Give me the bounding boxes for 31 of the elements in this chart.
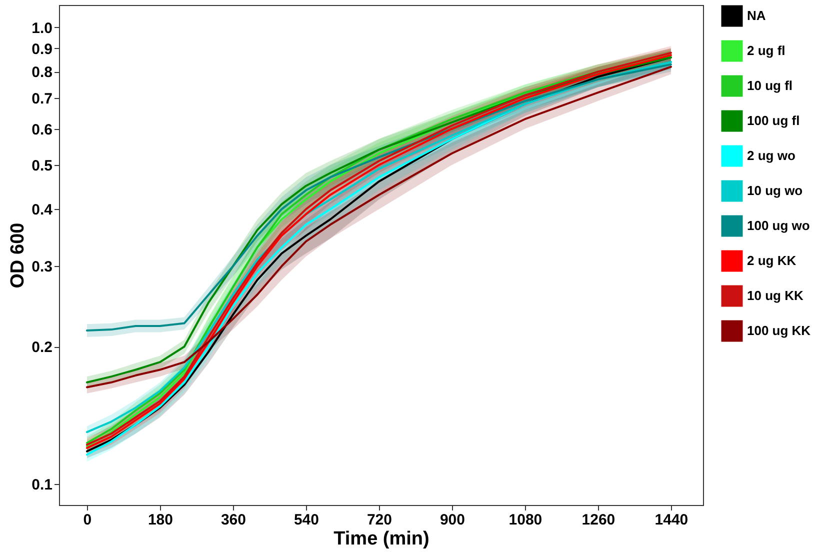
y-tick-label: 0.9 bbox=[32, 40, 52, 58]
legend-label: 10 ug KK bbox=[747, 288, 804, 303]
x-tick-label: 360 bbox=[220, 512, 246, 528]
y-tick-label: 0.3 bbox=[32, 258, 52, 276]
legend-label: 100 ug KK bbox=[747, 323, 812, 338]
x-tick-label: 1440 bbox=[654, 512, 688, 528]
legend-label: NA bbox=[747, 8, 766, 23]
legend-label: 2 ug KK bbox=[747, 253, 797, 268]
x-tick-label: 900 bbox=[440, 512, 465, 528]
y-tick-label: 0.4 bbox=[32, 202, 54, 219]
legend-label: 10 ug fl bbox=[747, 78, 793, 93]
legend-label: 100 ug fl bbox=[747, 113, 800, 128]
y-tick-label: 0.6 bbox=[32, 121, 52, 138]
x-tick-label: 1260 bbox=[582, 512, 616, 528]
y-tick-label: 0.7 bbox=[32, 90, 52, 108]
y-tick-label: 0.2 bbox=[32, 339, 52, 356]
x-axis-title: Time (min) bbox=[334, 528, 430, 550]
y-tick-label: 0.5 bbox=[32, 157, 52, 174]
y-tick-label: 0.8 bbox=[32, 64, 52, 82]
x-tick-label: 180 bbox=[148, 512, 173, 528]
y-axis-title: OD 600 bbox=[8, 222, 29, 288]
legend-label: 2 ug fl bbox=[747, 43, 786, 58]
legend-label: 10 ug wo bbox=[747, 183, 803, 198]
y-tick-label: 1.0 bbox=[32, 20, 52, 37]
x-tick-label: 1080 bbox=[508, 512, 542, 528]
x-tick-label: 720 bbox=[366, 512, 392, 528]
y-tick-label: 0.1 bbox=[32, 476, 52, 494]
x-tick-label: 0 bbox=[83, 512, 92, 528]
legend-label: 2 ug wo bbox=[747, 148, 796, 163]
legend-label: 100 ug wo bbox=[747, 218, 810, 233]
x-tick-label: 540 bbox=[294, 512, 319, 528]
